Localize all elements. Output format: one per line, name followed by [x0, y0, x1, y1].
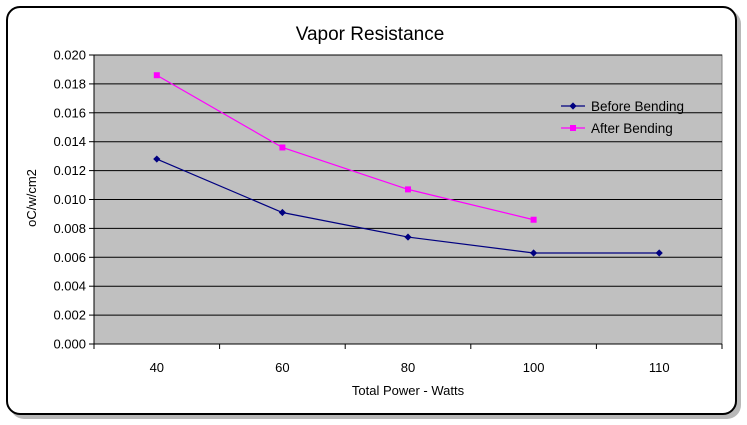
legend: Before Bending After Bending	[561, 99, 684, 136]
after-bending-point	[153, 72, 160, 79]
gridlines	[94, 54, 722, 345]
y-axis-label: oC/w/cm2	[24, 169, 39, 227]
before-bending-point	[655, 249, 663, 257]
after-bending-point	[279, 144, 286, 151]
before-bending-point	[404, 233, 412, 241]
before-bending-legend-label: Before Bending	[591, 99, 684, 114]
y-tick-label: 0.020	[53, 48, 86, 63]
x-tick-label: 40	[150, 360, 164, 375]
x-axis-label: Total Power - Watts	[352, 383, 465, 398]
before-bending-point	[153, 155, 161, 163]
before-bending-point	[530, 249, 538, 257]
before-bending-point	[278, 208, 286, 217]
y-tick-label: 0.014	[53, 134, 86, 149]
after-bending-legend-marker	[570, 125, 576, 131]
y-tick-label: 0.002	[53, 308, 86, 323]
y-tick-label: 0.004	[53, 279, 86, 294]
y-tick-label: 0.008	[53, 221, 86, 236]
x-tick-label: 110	[649, 360, 670, 375]
after-bending-point	[405, 186, 411, 193]
y-tick-label: 0.006	[53, 250, 86, 265]
y-tick-label: 0.010	[53, 192, 86, 207]
after-bending-point	[530, 216, 537, 223]
x-tick-label: 80	[401, 360, 415, 375]
x-tick-label: 100	[523, 360, 545, 375]
before-bending-legend-marker	[569, 102, 577, 110]
y-tick-label: 0.000	[53, 337, 86, 352]
y-tick-label: 0.018	[53, 76, 86, 91]
x-axis: 40 60 80 100 110	[93, 343, 723, 375]
x-tick-label: 60	[275, 360, 289, 375]
after-bending-legend-label: After Bending	[591, 121, 673, 136]
chart-title: Vapor Resistance	[296, 24, 445, 45]
data-series	[153, 72, 663, 257]
y-axis: 0.000 0.002 0.004 0.006 0.008 0.010 0.012 0.014…	[53, 48, 95, 352]
y-tick-label: 0.016	[53, 105, 86, 120]
after-bending-line	[156, 74, 534, 221]
y-tick-label: 0.012	[53, 163, 86, 178]
